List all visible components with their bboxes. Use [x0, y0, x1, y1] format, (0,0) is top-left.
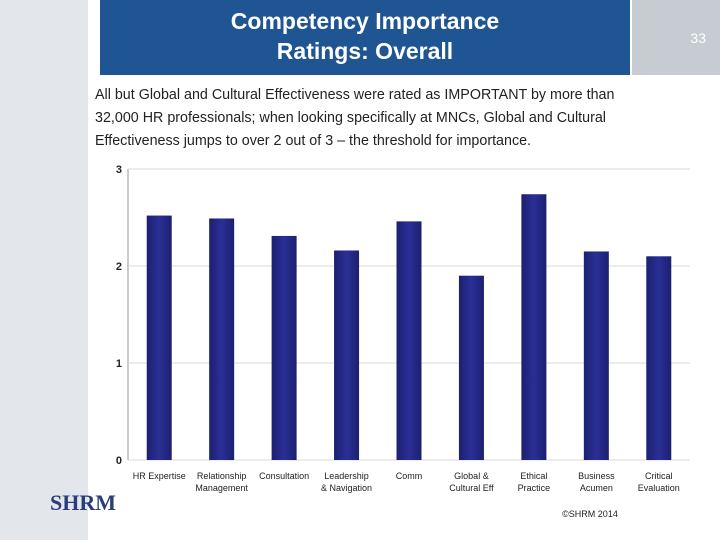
bar [458, 275, 484, 460]
y-tick-label: 0 [116, 455, 122, 467]
x-tick-label: HR Expertise [133, 471, 186, 481]
x-tick-label: Leadership & Navigation [321, 471, 372, 493]
x-tick-label: Critical Evaluation [638, 471, 680, 493]
bar [334, 250, 360, 460]
bar [646, 256, 672, 460]
y-tick-label: 3 [116, 164, 122, 176]
x-tick-label: Consultation [259, 471, 309, 481]
title-line: Ratings: Overall [276, 38, 454, 64]
header: Competency Importance Ratings: Overall [100, 0, 630, 75]
x-tick-label: Relationship Management [195, 471, 248, 493]
x-tick-label: Global & Cultural Eff [449, 471, 494, 493]
y-tick-label: 1 [116, 358, 122, 370]
body-text: All but Global and Cultural Effectivenes… [95, 87, 615, 149]
bar [271, 235, 297, 460]
bar [396, 221, 422, 460]
title-line: Competency Importance [230, 8, 500, 34]
side-strip [0, 0, 88, 540]
bar [146, 215, 172, 460]
y-tick-label: 2 [116, 261, 122, 273]
bar [209, 218, 235, 460]
x-tick-label: Ethical Practice [518, 471, 551, 493]
logo: SHRM [50, 490, 116, 515]
x-tick-label: Comm [396, 471, 423, 481]
bar [521, 194, 547, 460]
x-tick-label: Business Acumen [578, 471, 615, 493]
copyright: ©SHRM 2014 [562, 509, 618, 519]
bar [583, 251, 609, 460]
page-number: 33 [632, 0, 720, 75]
